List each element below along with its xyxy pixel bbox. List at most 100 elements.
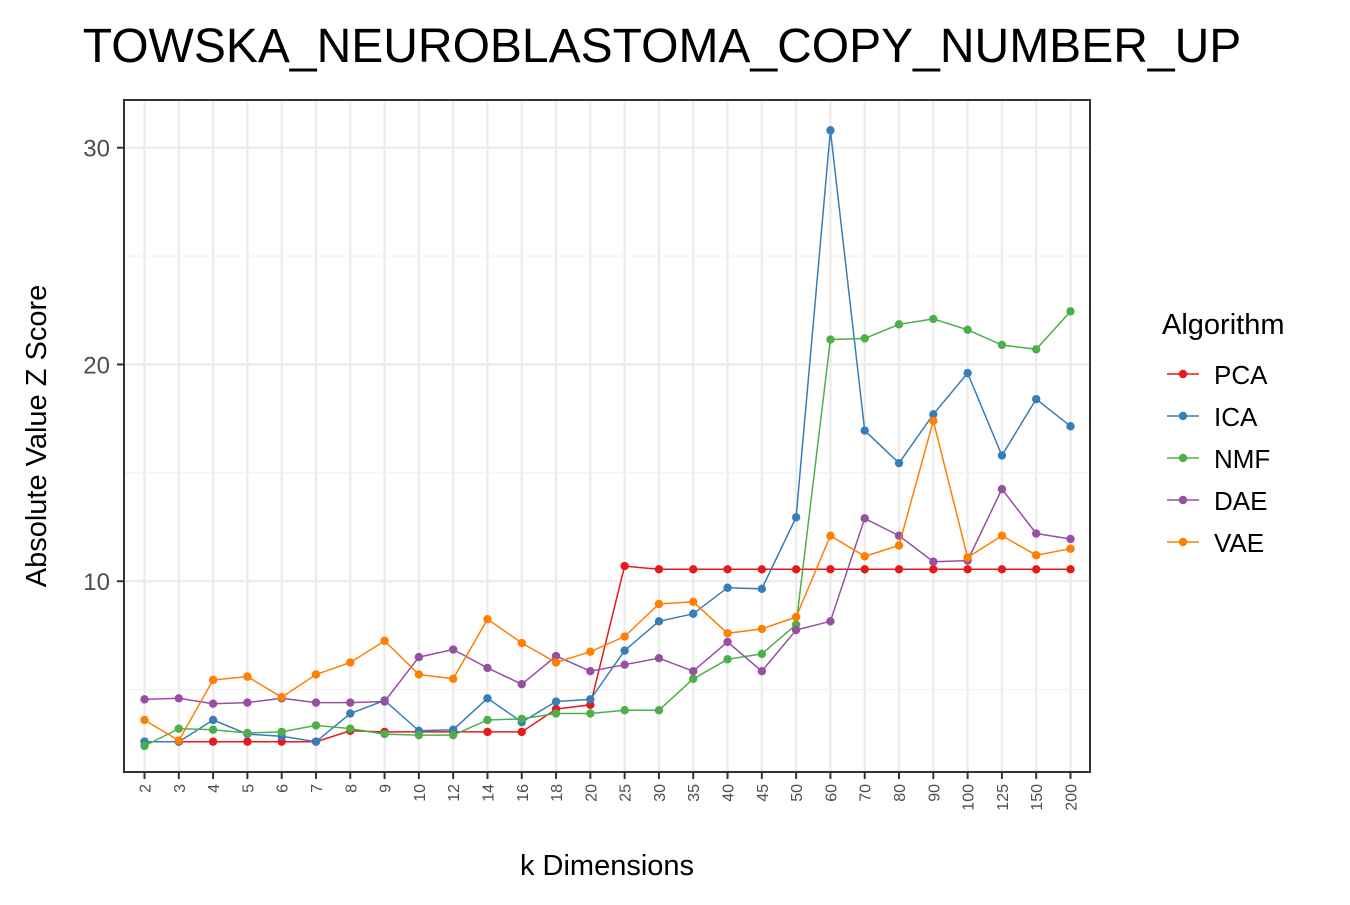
x-tick-label: 7 — [309, 784, 326, 793]
data-point-dae — [586, 667, 595, 676]
data-point-dae — [380, 697, 389, 706]
x-tick-label: 18 — [549, 784, 566, 802]
data-point-vae — [620, 632, 629, 641]
data-point-nmf — [208, 725, 218, 734]
data-point-nmf — [894, 320, 904, 329]
data-point-pca — [620, 561, 629, 571]
legend-label-nmf: NMF — [1214, 444, 1270, 474]
data-point-nmf — [346, 724, 355, 733]
legend-label-dae: DAE — [1214, 486, 1267, 516]
data-point-dae — [517, 680, 526, 689]
data-point-pca — [997, 565, 1007, 574]
data-point-vae — [243, 672, 252, 681]
data-point-nmf — [689, 674, 698, 683]
x-tick-label: 10 — [412, 784, 429, 802]
legend-label-ica: ICA — [1214, 402, 1258, 432]
x-tick-label: 80 — [892, 784, 909, 802]
data-point-vae — [723, 629, 732, 638]
data-point-vae — [586, 647, 595, 656]
data-point-ica — [1066, 422, 1075, 431]
data-point-nmf — [380, 729, 389, 739]
data-point-pca — [1032, 565, 1041, 574]
data-point-nmf — [654, 706, 664, 715]
x-tick-label: 60 — [823, 784, 840, 802]
data-point-dae — [243, 698, 252, 707]
x-tick-label: 16 — [515, 784, 532, 802]
data-point-ica — [997, 451, 1007, 460]
x-tick-label: 150 — [1029, 784, 1046, 811]
data-point-dae — [414, 652, 424, 662]
x-tick-label: 5 — [240, 784, 257, 793]
data-point-nmf — [277, 727, 286, 737]
data-point-pca — [929, 565, 938, 574]
data-point-nmf — [723, 655, 732, 664]
x-tick-label: 20 — [583, 784, 600, 802]
data-point-dae — [997, 484, 1007, 494]
data-point-pca — [791, 565, 801, 574]
data-point-vae — [551, 658, 561, 667]
x-tick-label: 45 — [755, 784, 772, 802]
legend-label-vae: VAE — [1214, 528, 1264, 558]
data-point-nmf — [963, 325, 972, 334]
data-point-dae — [757, 667, 767, 676]
x-axis-label: k Dimensions — [520, 850, 694, 882]
y-tick-label: 10 — [83, 569, 110, 596]
legend-marker-pca — [1178, 369, 1188, 379]
data-point-vae — [483, 614, 492, 624]
legend-marker-dae — [1178, 495, 1188, 505]
data-point-vae — [826, 531, 835, 540]
x-tick-label: 2 — [138, 784, 155, 793]
data-point-nmf — [243, 728, 252, 738]
data-point-ica — [620, 646, 629, 655]
series-line-pca — [144, 565, 1071, 743]
data-point-nmf — [860, 334, 869, 343]
data-point-ica — [551, 697, 561, 706]
data-point-ica — [483, 694, 492, 703]
x-tick-label: 90 — [926, 784, 943, 802]
data-point-pca — [517, 727, 526, 737]
data-point-nmf — [414, 730, 424, 740]
data-point-nmf — [620, 706, 629, 715]
x-tick-label: 6 — [275, 784, 292, 793]
x-tick-label: 8 — [343, 784, 360, 793]
data-point-nmf — [929, 314, 938, 324]
legend-marker-vae — [1178, 537, 1188, 547]
data-point-dae — [174, 694, 183, 703]
data-point-dae — [448, 645, 458, 654]
data-point-vae — [208, 675, 218, 685]
data-point-vae — [997, 531, 1007, 540]
data-point-vae — [140, 715, 149, 725]
data-point-vae — [346, 658, 355, 667]
data-point-dae — [346, 698, 355, 707]
x-tick-label: 14 — [480, 784, 497, 802]
data-point-ica — [1032, 394, 1041, 404]
x-tick-label: 50 — [789, 784, 806, 802]
data-point-vae — [654, 599, 664, 609]
data-point-vae — [1066, 544, 1075, 553]
data-point-vae — [689, 597, 698, 607]
data-point-nmf — [311, 721, 321, 730]
data-point-vae — [448, 674, 458, 683]
x-tick-label: 125 — [995, 784, 1012, 811]
x-tick-label: 9 — [378, 784, 395, 793]
series-line-nmf — [144, 310, 1072, 747]
data-point-vae — [894, 541, 904, 550]
data-point-pca — [689, 565, 698, 574]
plot-panel-border — [123, 99, 1091, 773]
data-point-nmf — [517, 714, 526, 724]
data-point-dae — [860, 514, 869, 523]
data-point-vae — [1032, 551, 1041, 560]
chart-title: TOWSKA_NEUROBLASTOMA_COPY_NUMBER_UP — [83, 20, 1242, 73]
legend-title: Algorithm — [1162, 309, 1285, 341]
data-point-pca — [243, 737, 252, 746]
data-point-vae — [380, 636, 389, 646]
data-point-vae — [517, 638, 526, 648]
data-point-ica — [689, 609, 698, 618]
legend-marker-ica — [1178, 411, 1188, 421]
data-point-ica — [791, 513, 801, 522]
data-point-nmf — [586, 709, 595, 718]
data-point-ica — [929, 410, 938, 419]
data-point-ica — [860, 426, 869, 435]
